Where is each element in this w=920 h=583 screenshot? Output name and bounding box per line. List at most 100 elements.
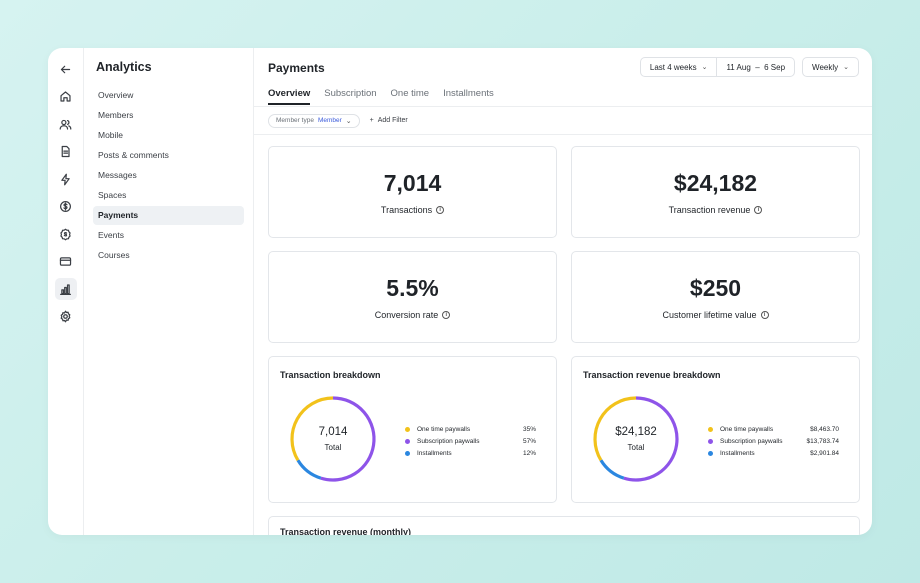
bar-chart-icon[interactable] (54, 278, 77, 300)
filter-bar: Member type Member ⌄ + Add Filter (254, 107, 872, 135)
card-title: Transaction breakdown (280, 370, 381, 380)
stat-label: Transactions (380, 204, 433, 215)
gear-icon[interactable] (55, 306, 77, 328)
legend-row: One time paywalls $8,463.70 (708, 423, 839, 435)
home-icon[interactable] (55, 86, 77, 108)
info-icon[interactable]: i (760, 310, 769, 319)
header-controls: Last 4 weeks ⌄ 11 Aug – 6 Sep Weekly ⌄ (639, 57, 859, 77)
date-range-group: Last 4 weeks ⌄ 11 Aug – 6 Sep (639, 57, 796, 77)
tab-installments[interactable]: Installments (443, 88, 494, 99)
credit-card-icon[interactable] (55, 251, 77, 273)
sidebar-item-posts-comments[interactable]: Posts & comments (98, 150, 169, 160)
legend-row: Subscription paywalls 57% (405, 435, 536, 447)
sidebar-item-mobile[interactable]: Mobile (98, 130, 124, 140)
plus-icon: + (369, 117, 374, 124)
sidebar-item-courses[interactable]: Courses (98, 250, 130, 260)
stat-label: Customer lifetime value (662, 309, 757, 320)
date-range-picker[interactable]: 11 Aug – 6 Sep (716, 58, 794, 76)
info-icon[interactable]: i (442, 310, 451, 319)
tab-overview[interactable]: Overview (268, 88, 311, 105)
member-type-filter-chip[interactable]: Member type Member ⌄ (268, 113, 360, 128)
tab-bar: Overview Subscription One time Installme… (268, 88, 494, 105)
app-window: Analytics Overview Members Mobile Posts … (48, 48, 872, 535)
legend-label: One time paywalls (417, 425, 471, 433)
stat-label-row: Transactions i (380, 204, 445, 215)
legend-value: $2,901.84 (810, 449, 839, 457)
legend-label: Subscription paywalls (720, 437, 783, 445)
stat-card-customer-lifetime-value: $250 Customer lifetime value i (571, 251, 860, 343)
legend-value: $13,783.74 (806, 437, 839, 445)
legend-value: 35% (522, 425, 536, 433)
legend-dot (405, 426, 410, 432)
transaction-revenue-breakdown-card: Transaction revenue breakdown $24,182 To… (571, 356, 860, 503)
add-filter-button[interactable]: + Add Filter (370, 117, 408, 124)
stat-card-transactions: 7,014 Transactions i (268, 146, 557, 238)
donut-center: $24,182 Total (592, 395, 680, 483)
chevron-down-icon: ⌄ (843, 64, 849, 71)
donut-total-value: 7,014 (318, 426, 348, 438)
donut-slice-one-time-paywalls (290, 396, 334, 462)
legend-dot (708, 426, 713, 432)
sidebar-title: Analytics (96, 60, 152, 74)
stat-card-transaction-revenue: $24,182 Transaction revenue i (571, 146, 860, 238)
legend-value: 57% (522, 437, 536, 445)
legend-label: One time paywalls (720, 425, 774, 433)
legend-row: Installments 12% (405, 447, 536, 459)
date-range-label: 11 Aug – 6 Sep (726, 62, 786, 72)
stat-card-conversion-rate: 5.5% Conversion rate i (268, 251, 557, 343)
stat-value: 5.5% (386, 274, 439, 301)
info-icon[interactable]: i (754, 205, 763, 214)
card-title: Transaction revenue breakdown (583, 370, 721, 380)
legend-dot (708, 450, 713, 456)
filter-value: Member (317, 117, 342, 124)
dollar-icon[interactable] (55, 196, 77, 218)
sidebar-item-payments[interactable]: Payments (93, 206, 244, 225)
range-label: Last 4 weeks (649, 62, 697, 72)
legend-dot (708, 438, 713, 444)
sidebar-item-spaces[interactable]: Spaces (98, 190, 127, 200)
tab-subscription[interactable]: Subscription (324, 88, 377, 99)
donut-total-label: Total (324, 443, 342, 452)
donut-total-value: $24,182 (615, 426, 657, 438)
sidebar-item-members[interactable]: Members (98, 110, 134, 120)
stat-label-row: Customer lifetime value i (662, 309, 769, 320)
interval-dropdown[interactable]: Weekly ⌄ (803, 58, 858, 76)
legend-label: Installments (417, 449, 452, 457)
sidebar-item-events[interactable]: Events (98, 230, 124, 240)
tab-one-time[interactable]: One time (390, 88, 430, 99)
legend-value: $8,463.70 (810, 425, 839, 433)
monthly-revenue-card: Transaction revenue (monthly) (268, 516, 860, 535)
donut-slice-subscription-paywalls (320, 396, 376, 482)
legend: One time paywalls 35% Subscription paywa… (405, 423, 536, 459)
document-icon[interactable] (55, 141, 77, 163)
info-icon[interactable]: i (436, 205, 445, 214)
donut-chart (290, 396, 376, 482)
main-content: Payments Last 4 weeks ⌄ 11 Aug – 6 Sep W… (254, 48, 872, 535)
icon-rail (48, 48, 84, 535)
stat-value: $24,182 (673, 169, 758, 196)
sidebar-item-messages[interactable]: Messages (98, 170, 137, 180)
lightning-icon[interactable] (55, 168, 77, 190)
page-title: Payments (268, 61, 325, 75)
badge-dollar-icon[interactable] (55, 223, 77, 245)
chevron-down-icon: ⌄ (701, 64, 708, 71)
stat-label-row: Conversion rate i (375, 310, 451, 320)
card-title: Transaction revenue (monthly) (280, 527, 412, 535)
donut-chart (593, 396, 679, 482)
stat-label: Conversion rate (374, 309, 439, 320)
range-dropdown[interactable]: Last 4 weeks ⌄ (641, 58, 717, 76)
chevron-down-icon: ⌄ (345, 117, 352, 125)
sidebar-item-overview[interactable]: Overview (98, 90, 134, 100)
back-arrow-icon[interactable] (55, 58, 77, 80)
legend-dot (405, 450, 410, 456)
legend-value: 12% (522, 449, 536, 457)
donut-slice-one-time-paywalls (593, 396, 637, 462)
donut-total-label: Total (627, 443, 645, 452)
users-icon[interactable] (55, 113, 77, 135)
legend-dot (405, 438, 410, 444)
donut-slice-installments (599, 459, 625, 480)
donut-slice-installments (296, 459, 322, 480)
add-filter-label: Add Filter (377, 117, 408, 124)
interval-label: Weekly (812, 62, 839, 72)
page-header: Payments Last 4 weeks ⌄ 11 Aug – 6 Sep W… (254, 48, 872, 107)
